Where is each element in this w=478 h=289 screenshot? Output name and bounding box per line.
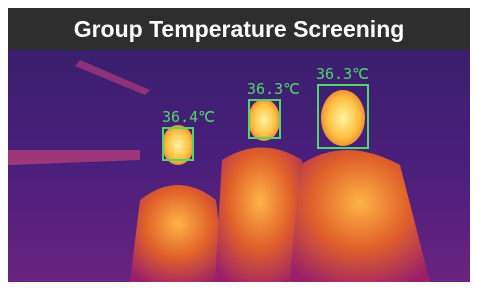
title: Group Temperature Screening	[74, 16, 405, 42]
person-body	[215, 148, 305, 283]
temperature-label: 36.4℃	[162, 108, 215, 126]
temperature-label: 36.3℃	[247, 80, 300, 98]
person-head	[248, 99, 280, 141]
temperature-label: 36.3℃	[316, 65, 369, 83]
person-head	[321, 90, 365, 146]
screenshot: 36.4℃ 36.3℃ 36.3℃ Group Temperature Scre…	[0, 0, 478, 284]
person-body	[130, 185, 226, 282]
